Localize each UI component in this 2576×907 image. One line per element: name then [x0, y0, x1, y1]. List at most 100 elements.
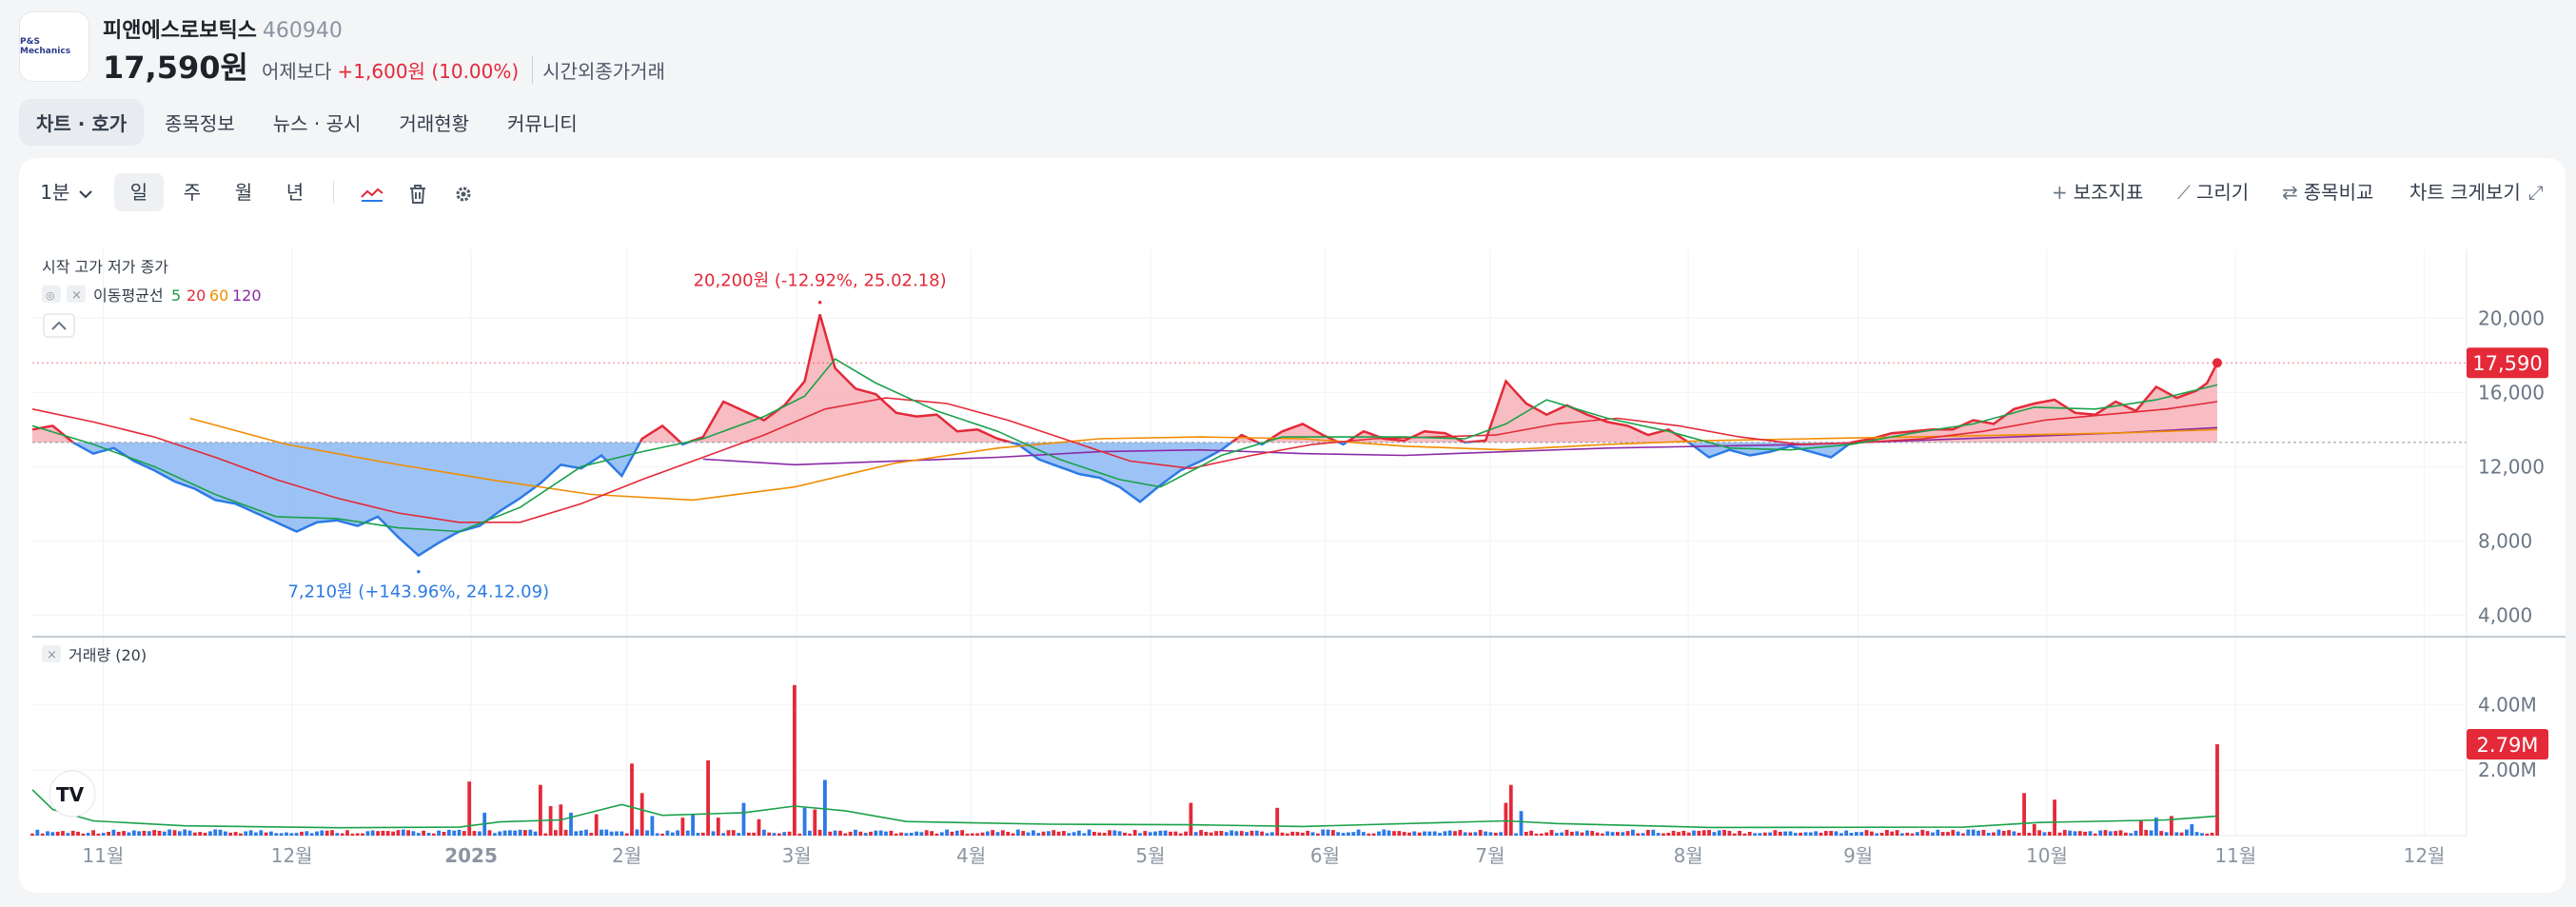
- volume-bar: [711, 831, 716, 836]
- tradingview-logo-icon: TV: [56, 783, 85, 806]
- collapse-legend-button[interactable]: [43, 313, 75, 338]
- volume-bar: [1758, 833, 1762, 836]
- tab-news[interactable]: 뉴스 · 공시: [272, 112, 362, 135]
- volume-bar: [899, 832, 903, 836]
- volume-bar: [1362, 832, 1366, 836]
- volume-bar: [889, 830, 894, 836]
- volume-bar: [330, 830, 334, 836]
- volume-bar: [1239, 831, 1244, 836]
- indicator-button[interactable]: + 보조지표: [2052, 173, 2143, 211]
- volume-bar: [55, 831, 60, 836]
- draw-button[interactable]: ⟋ 그리기: [2177, 173, 2249, 211]
- volume-bar: [285, 832, 288, 836]
- volume-bar: [1641, 833, 1645, 836]
- volume-bar: [324, 830, 329, 836]
- ma20-label: 20: [187, 286, 206, 305]
- volume-bar: [726, 830, 731, 836]
- volume-bar: [1762, 832, 1767, 836]
- tab-chart[interactable]: 차트 · 호가: [19, 99, 145, 146]
- volume-bar: [1447, 830, 1452, 836]
- period-year[interactable]: 년: [285, 181, 305, 204]
- volume-bar: [107, 832, 110, 836]
- stock-name: 피앤에스로보틱스: [103, 19, 257, 43]
- ma-remove-button[interactable]: [67, 286, 86, 303]
- y-axis-label: 8,000: [2478, 529, 2532, 552]
- ma-visibility-toggle[interactable]: [42, 286, 61, 303]
- volume-bar: [1514, 833, 1518, 836]
- volume-bar: [1580, 832, 1584, 836]
- volume-bar: [228, 832, 233, 836]
- volume-bar: [639, 793, 644, 836]
- volume-bar: [1834, 831, 1839, 836]
- volume-bar: [991, 830, 994, 836]
- after-hours-link[interactable]: 시간외종가거래: [532, 56, 665, 84]
- volume-bar: [817, 829, 822, 836]
- trash-icon: [410, 184, 425, 204]
- volume-bar: [498, 831, 502, 836]
- volume-bar: [1260, 831, 1264, 836]
- volume-bar: [1386, 830, 1391, 836]
- volume-bar: [370, 830, 375, 836]
- volume-bar: [1382, 829, 1386, 836]
- volume-remove-button[interactable]: [42, 645, 61, 662]
- compare-button[interactable]: ⇄ 종목비교: [2282, 173, 2373, 211]
- last-volume-value: 2.79M: [2477, 734, 2539, 757]
- volume-bar: [1717, 830, 1721, 836]
- volume-bar: [1427, 831, 1432, 836]
- period-month[interactable]: 월: [234, 181, 253, 204]
- volume-bar: [1585, 830, 1589, 836]
- volume-chart: 2.79M: [30, 684, 2548, 836]
- volume-bar: [340, 833, 344, 836]
- volume-bar: [1173, 831, 1178, 836]
- volume-bar: [1178, 833, 1183, 836]
- tab-trading[interactable]: 거래현황: [399, 112, 470, 135]
- volume-bar: [1707, 830, 1711, 836]
- chart-canvas[interactable]: 11월 12월 2025 2월 3월 4월 5월 6월 7월 8월 9월 10월 11월 12월20,00…: [19, 158, 2566, 893]
- delete-drawing-button[interactable]: [400, 173, 436, 211]
- period-week[interactable]: 주: [183, 181, 202, 204]
- volume-bar: [2098, 830, 2103, 836]
- y-axis-label: 4,000: [2478, 603, 2532, 626]
- volume-bar: [2103, 830, 2108, 836]
- fullscreen-button[interactable]: 차트 크게보기 ⤢: [2409, 173, 2544, 211]
- volume-bar: [574, 831, 579, 836]
- period-day[interactable]: 일: [114, 173, 164, 211]
- volume-bar: [970, 833, 974, 836]
- volume-bar: [2139, 820, 2143, 836]
- volume-bar: [1621, 832, 1625, 836]
- volume-bar: [1006, 832, 1011, 836]
- volume-bar: [269, 831, 273, 836]
- volume-bar: [452, 830, 457, 836]
- ma5-label: 5: [171, 286, 181, 305]
- volume-bar: [1508, 784, 1513, 836]
- chart-type-button[interactable]: [354, 173, 390, 211]
- y-axis-label: 20,000: [2478, 306, 2545, 329]
- volume-bar: [2149, 830, 2153, 836]
- volume-bar: [162, 831, 167, 836]
- volume-bar: [930, 831, 934, 836]
- x-axis-label: 4월: [956, 844, 986, 867]
- volume-bar: [1925, 831, 1930, 836]
- interval-select[interactable]: 1분: [38, 173, 95, 211]
- volume-bar: [1163, 830, 1168, 836]
- volume-bar: [2154, 818, 2158, 836]
- volume-bar: [1931, 832, 1935, 836]
- volume-bar: [1855, 832, 1858, 836]
- pencil-icon: ⟋: [2177, 181, 2191, 204]
- volume-bar: [406, 830, 410, 836]
- price-row: 17,590원 어제보다 +1,600원 (10.00%) 시간외종가거래: [103, 44, 665, 88]
- volume-bar: [772, 833, 777, 836]
- volume-bar: [172, 830, 177, 836]
- fullscreen-label: 차트 크게보기: [2409, 181, 2521, 204]
- ma-label: 이동평균선: [93, 286, 164, 305]
- volume-bar: [177, 831, 182, 836]
- volume-bar: [457, 829, 462, 836]
- chart-settings-button[interactable]: [445, 173, 482, 211]
- tab-community[interactable]: 커뮤니티: [507, 112, 578, 135]
- volume-bar: [884, 831, 888, 836]
- tab-stock-info[interactable]: 종목정보: [165, 112, 235, 135]
- y-axis-label: 12,000: [2478, 455, 2545, 478]
- volume-bar: [1041, 831, 1046, 836]
- tradingview-badge[interactable]: TV: [49, 770, 96, 818]
- volume-bar: [248, 830, 253, 836]
